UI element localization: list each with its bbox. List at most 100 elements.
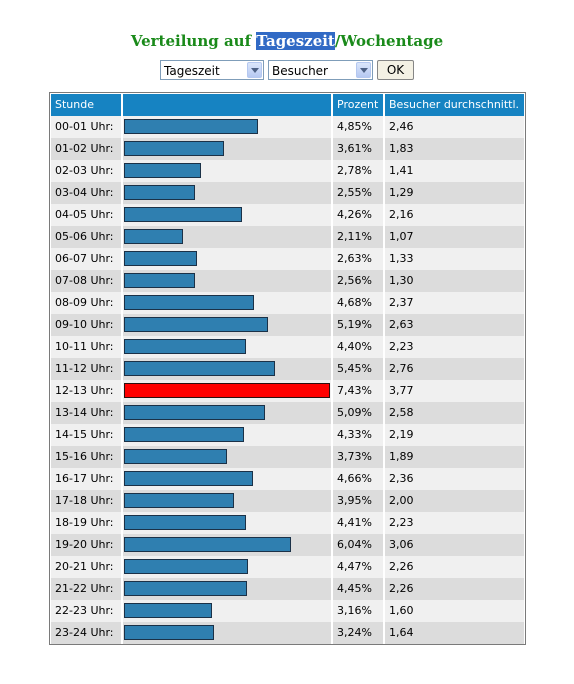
avg-visitors-cell: 2,46 [385, 116, 524, 138]
hour-cell: 04-05 Uhr: [51, 204, 121, 226]
percent-bar [124, 471, 253, 486]
filter-controls: Tageszeit Besucher OK [0, 60, 574, 82]
bar-cell [123, 314, 331, 336]
table-row: 14-15 Uhr: 4,33% 2,19 [51, 424, 524, 446]
percent-cell: 4,33% [333, 424, 383, 446]
hour-cell: 05-06 Uhr: [51, 226, 121, 248]
header-besucher: Besucher durchschnittl. [385, 94, 524, 116]
bar-cell [123, 578, 331, 600]
hour-cell: 22-23 Uhr: [51, 600, 121, 622]
table-row: 10-11 Uhr: 4,40% 2,23 [51, 336, 524, 358]
percent-cell: 4,41% [333, 512, 383, 534]
avg-visitors-cell: 2,16 [385, 204, 524, 226]
avg-visitors-cell: 2,26 [385, 578, 524, 600]
percent-cell: 5,45% [333, 358, 383, 380]
bar-cell [123, 380, 331, 402]
metric-select[interactable]: Besucher [268, 60, 373, 80]
avg-visitors-cell: 2,19 [385, 424, 524, 446]
page-title: Verteilung auf Tageszeit/Wochentage [0, 31, 574, 51]
percent-cell: 4,26% [333, 204, 383, 226]
percent-bar [124, 251, 197, 266]
avg-visitors-cell: 2,26 [385, 556, 524, 578]
hour-cell: 17-18 Uhr: [51, 490, 121, 512]
header-stunde: Stunde [51, 94, 121, 116]
avg-visitors-cell: 3,06 [385, 534, 524, 556]
hour-cell: 09-10 Uhr: [51, 314, 121, 336]
table-row: 16-17 Uhr: 4,66% 2,36 [51, 468, 524, 490]
table-row: 01-02 Uhr: 3,61% 1,83 [51, 138, 524, 160]
hour-cell: 11-12 Uhr: [51, 358, 121, 380]
table-row: 08-09 Uhr: 4,68% 2,37 [51, 292, 524, 314]
bar-cell [123, 468, 331, 490]
percent-cell: 2,11% [333, 226, 383, 248]
table-row: 04-05 Uhr: 4,26% 2,16 [51, 204, 524, 226]
title-prefix: Verteilung auf [130, 32, 257, 50]
table-row: 07-08 Uhr: 2,56% 1,30 [51, 270, 524, 292]
percent-cell: 5,19% [333, 314, 383, 336]
percent-cell: 2,55% [333, 182, 383, 204]
avg-visitors-cell: 1,07 [385, 226, 524, 248]
percent-bar [124, 405, 265, 420]
percent-bar [124, 515, 246, 530]
table-row: 15-16 Uhr: 3,73% 1,89 [51, 446, 524, 468]
hour-cell: 18-19 Uhr: [51, 512, 121, 534]
percent-cell: 4,68% [333, 292, 383, 314]
hour-cell: 15-16 Uhr: [51, 446, 121, 468]
table-row: 09-10 Uhr: 5,19% 2,63 [51, 314, 524, 336]
hour-cell: 12-13 Uhr: [51, 380, 121, 402]
metric-select-value: Besucher [272, 64, 328, 78]
bar-cell [123, 138, 331, 160]
percent-bar [124, 449, 227, 464]
chevron-down-icon[interactable] [356, 62, 371, 78]
percent-bar [124, 273, 195, 288]
bar-cell [123, 226, 331, 248]
percent-cell: 5,09% [333, 402, 383, 424]
avg-visitors-cell: 1,33 [385, 248, 524, 270]
hour-cell: 06-07 Uhr: [51, 248, 121, 270]
percent-cell: 3,16% [333, 600, 383, 622]
hour-cell: 10-11 Uhr: [51, 336, 121, 358]
ok-button[interactable]: OK [377, 60, 414, 80]
percent-cell: 3,95% [333, 490, 383, 512]
bar-cell [123, 204, 331, 226]
hour-cell: 07-08 Uhr: [51, 270, 121, 292]
percent-cell: 2,63% [333, 248, 383, 270]
percent-bar [124, 229, 183, 244]
avg-visitors-cell: 1,41 [385, 160, 524, 182]
percent-cell: 4,45% [333, 578, 383, 600]
hour-cell: 19-20 Uhr: [51, 534, 121, 556]
bar-cell [123, 292, 331, 314]
percent-cell: 4,85% [333, 116, 383, 138]
header-prozent: Prozent [333, 94, 383, 116]
percent-bar [124, 603, 212, 618]
bar-cell [123, 116, 331, 138]
hour-cell: 13-14 Uhr: [51, 402, 121, 424]
table-row: 03-04 Uhr: 2,55% 1,29 [51, 182, 524, 204]
percent-cell: 3,61% [333, 138, 383, 160]
chevron-down-icon[interactable] [247, 62, 262, 78]
bar-cell [123, 182, 331, 204]
avg-visitors-cell: 2,23 [385, 512, 524, 534]
avg-visitors-cell: 2,23 [385, 336, 524, 358]
table-row: 13-14 Uhr: 5,09% 2,58 [51, 402, 524, 424]
hour-cell: 01-02 Uhr: [51, 138, 121, 160]
percent-bar [124, 361, 275, 376]
percent-bar [124, 625, 214, 640]
avg-visitors-cell: 3,77 [385, 380, 524, 402]
table-row: 23-24 Uhr: 3,24% 1,64 [51, 622, 524, 644]
table-row: 02-03 Uhr: 2,78% 1,41 [51, 160, 524, 182]
hour-cell: 16-17 Uhr: [51, 468, 121, 490]
avg-visitors-cell: 2,76 [385, 358, 524, 380]
hour-cell: 03-04 Uhr: [51, 182, 121, 204]
bar-cell [123, 512, 331, 534]
avg-visitors-cell: 1,89 [385, 446, 524, 468]
table-row: 00-01 Uhr: 4,85% 2,46 [51, 116, 524, 138]
period-select[interactable]: Tageszeit [160, 60, 264, 80]
table-row: 05-06 Uhr: 2,11% 1,07 [51, 226, 524, 248]
title-highlight: Tageszeit [256, 32, 335, 50]
percent-bar [124, 559, 248, 574]
bar-cell [123, 358, 331, 380]
bar-cell [123, 490, 331, 512]
percent-bar [124, 207, 242, 222]
avg-visitors-cell: 2,58 [385, 402, 524, 424]
